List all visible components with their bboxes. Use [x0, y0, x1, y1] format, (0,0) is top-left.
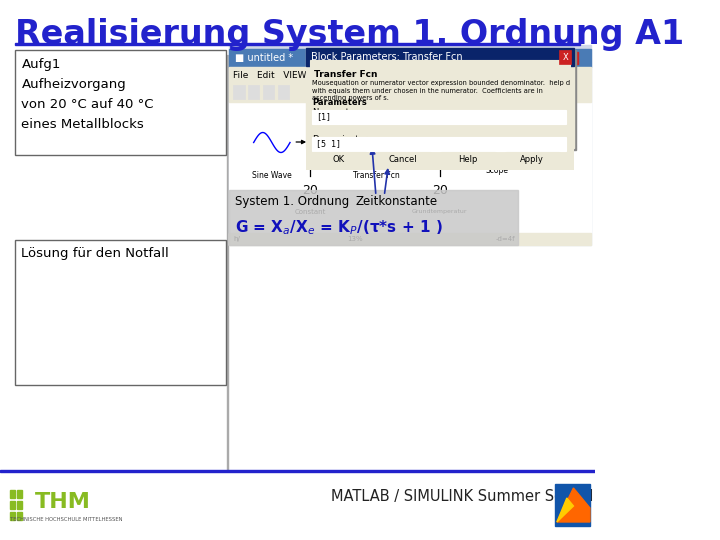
Text: 20: 20	[302, 184, 318, 197]
Bar	[567, 52, 577, 64]
Text: Help: Help	[458, 154, 477, 164]
Bar	[15, 43, 580, 45]
Text: Constant: Constant	[294, 209, 325, 215]
Bar	[0, 470, 595, 472]
Text: THM: THM	[35, 492, 91, 512]
Bar	[307, 50, 576, 150]
Text: eines Metallblocks: eines Metallblocks	[22, 118, 144, 131]
Bar	[15, 240, 225, 385]
Text: MATLAB / SIMULINK Summer School: MATLAB / SIMULINK Summer School	[330, 489, 593, 503]
Text: Cancel: Cancel	[389, 154, 418, 164]
Text: +: +	[315, 142, 323, 152]
Text: h/: h/	[233, 236, 240, 242]
Text: Scope: Scope	[485, 166, 508, 175]
Text: File   Edit   VIEW   Simulato: File Edit VIEW Simulato	[233, 71, 355, 79]
Bar	[559, 50, 571, 64]
Text: System 1. Ordnung: System 1. Ordnung	[235, 195, 350, 208]
Bar	[10, 512, 15, 520]
Bar	[482, 128, 510, 156]
Bar	[312, 110, 566, 124]
Bar	[248, 85, 259, 99]
Bar	[555, 484, 590, 526]
Text: TECHNISCHE HOCHSCHULE MITTELHESSEN: TECHNISCHE HOCHSCHULE MITTELHESSEN	[10, 517, 122, 522]
Bar	[480, 124, 514, 160]
Text: Apply: Apply	[520, 154, 544, 164]
Circle shape	[436, 131, 454, 153]
Bar	[17, 501, 22, 509]
Text: Mousequation or numerator vector expression bounded denominator.  help d
with eq: Mousequation or numerator vector express…	[312, 80, 570, 101]
Bar	[306, 48, 575, 148]
Bar	[229, 82, 591, 102]
Bar	[6, 476, 163, 532]
Text: Aufheizvorgang: Aufheizvorgang	[22, 78, 126, 91]
Bar	[229, 102, 591, 245]
Polygon shape	[557, 488, 590, 522]
Text: Zeitkonstante: Zeitkonstante	[355, 195, 438, 208]
Bar	[229, 190, 518, 245]
Bar	[293, 176, 326, 204]
Text: Transfer Fcn: Transfer Fcn	[353, 171, 400, 180]
Bar	[377, 152, 431, 166]
Text: Lösung für den Notfall: Lösung für den Notfall	[22, 247, 169, 260]
Text: 20: 20	[432, 184, 448, 197]
Bar	[17, 512, 22, 520]
Text: OK: OK	[333, 154, 345, 164]
Text: Aufg1: Aufg1	[22, 58, 61, 71]
Text: +: +	[441, 142, 449, 152]
Text: Numerator:: Numerator:	[312, 108, 361, 117]
Text: Proportionalbeiwert: Proportionalbeiwert	[418, 82, 526, 92]
Circle shape	[309, 131, 327, 153]
Bar	[251, 120, 293, 165]
Bar	[278, 85, 289, 99]
Text: Parameters: Parameters	[312, 98, 367, 107]
Bar	[233, 85, 245, 99]
Bar	[306, 148, 575, 170]
Text: 1: 1	[373, 127, 379, 137]
Text: -d=4f: -d=4f	[496, 236, 516, 242]
Text: +: +	[310, 136, 318, 146]
Polygon shape	[557, 498, 573, 522]
Bar	[505, 152, 559, 166]
Text: Block Parameters: Transfer Fcn: Block Parameters: Transfer Fcn	[311, 52, 462, 62]
Text: ■ untitled *: ■ untitled *	[235, 53, 294, 63]
Text: von 20 °C auf 40 °C: von 20 °C auf 40 °C	[22, 98, 154, 111]
Bar	[441, 152, 495, 166]
Text: G = X$_a$/X$_e$ = K$_P$/(τ*s + 1 ): G = X$_a$/X$_e$ = K$_P$/(τ*s + 1 )	[235, 218, 444, 237]
Bar	[263, 85, 274, 99]
Text: u0s+1: u0s+1	[364, 147, 389, 157]
Text: Transfer Fcn: Transfer Fcn	[314, 70, 377, 79]
Text: +: +	[436, 136, 444, 146]
Bar	[310, 60, 570, 100]
Text: Grundtemperatur: Grundtemperatur	[412, 209, 467, 214]
Text: Denominator:: Denominator:	[312, 135, 370, 144]
Text: Sine Wave: Sine Wave	[252, 171, 292, 180]
Text: Realisierung System 1. Ordnung A1: Realisierung System 1. Ordnung A1	[15, 18, 684, 51]
Bar	[17, 490, 22, 498]
Text: X: X	[562, 52, 568, 62]
Bar	[306, 48, 575, 66]
Bar	[420, 176, 459, 204]
Bar	[15, 50, 225, 155]
Bar	[10, 501, 15, 509]
Bar	[312, 137, 566, 151]
Text: 13%: 13%	[347, 236, 363, 242]
Polygon shape	[555, 484, 590, 526]
Text: [5 1]: [5 1]	[315, 139, 341, 148]
Bar	[229, 67, 591, 82]
Bar	[229, 49, 591, 67]
Bar	[229, 233, 591, 245]
Bar	[312, 152, 366, 166]
Text: [1]: [1]	[315, 112, 330, 122]
Bar	[343, 119, 409, 165]
Bar	[10, 490, 15, 498]
Bar	[229, 45, 591, 245]
